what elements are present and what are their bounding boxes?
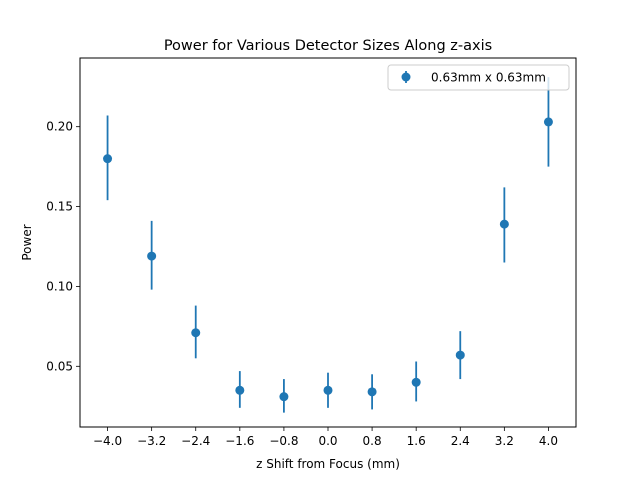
plot-area [103, 77, 553, 413]
data-point [279, 392, 289, 402]
legend-box [387, 64, 570, 91]
data-point [191, 328, 201, 338]
y-tick-label: 0.10 [46, 279, 73, 293]
legend-point-marker [401, 72, 411, 82]
x-tick-label: 4.0 [539, 434, 558, 448]
y-tick-label: 0.15 [46, 200, 73, 214]
data-point [499, 219, 509, 229]
data-point [103, 154, 113, 164]
legend-label: 0.63mm x 0.63mm [431, 71, 546, 85]
data-point [235, 385, 245, 395]
x-tick-label: 0.8 [363, 434, 382, 448]
axes-frame [79, 57, 577, 428]
data-point [411, 377, 421, 387]
x-tick-label: −1.6 [225, 434, 254, 448]
x-tick-label: 1.6 [407, 434, 426, 448]
data-point [323, 385, 333, 395]
x-tick-label: −0.8 [269, 434, 298, 448]
x-tick-label: −3.2 [137, 434, 166, 448]
chart-title: Power for Various Detector Sizes Along z… [164, 38, 492, 54]
x-axis: −4.0 −3.2 −2.4 −1.6 −0.8 0.0 0.8 1.6 2.4 3.2 4.0 [93, 427, 558, 448]
y-tick-label: 0.20 [46, 120, 73, 134]
data-point [147, 251, 157, 261]
data-point [455, 350, 465, 360]
x-tick-label: −2.4 [181, 434, 210, 448]
data-point [367, 387, 377, 397]
x-axis-label: z Shift from Focus (mm) [256, 457, 400, 471]
x-tick-label: 0.0 [318, 434, 337, 448]
x-tick-label: 2.4 [451, 434, 470, 448]
y-tick-label: 0.05 [46, 359, 73, 373]
y-axis-label: Power [20, 224, 34, 260]
x-tick-label: −4.0 [93, 434, 122, 448]
x-tick-label: 3.2 [495, 434, 514, 448]
legend: 0.63mm x 0.63mm [387, 64, 570, 91]
data-point [543, 117, 553, 127]
y-axis: 0.05 0.10 0.15 0.20 [46, 120, 80, 373]
